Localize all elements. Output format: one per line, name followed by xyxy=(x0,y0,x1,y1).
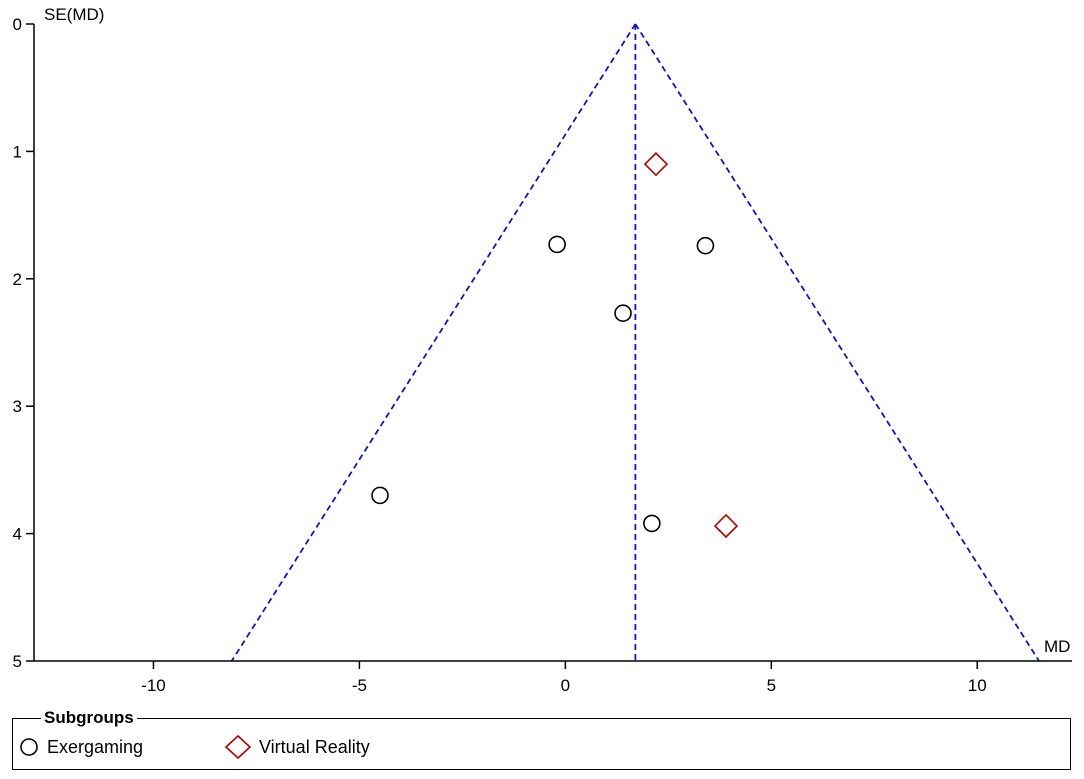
x-tick-label: -5 xyxy=(352,676,367,695)
diamond-marker-icon xyxy=(224,734,252,760)
legend-label-exergaming: Exergaming xyxy=(47,736,144,757)
point-exergaming xyxy=(696,236,715,255)
y-axis-title: SE(MD) xyxy=(44,5,104,24)
x-tick-label: -10 xyxy=(141,676,166,695)
point-exergaming xyxy=(371,486,389,505)
funnel-right-limit xyxy=(634,23,1040,662)
x-tick-label: 0 xyxy=(561,676,570,695)
legend: Subgroups Exergaming Virtual Reality xyxy=(12,708,1071,770)
x-tick-label: 10 xyxy=(968,676,987,695)
funnel-left-limit xyxy=(230,23,637,662)
y-tick-label: 4 xyxy=(13,525,22,544)
legend-label-virtual-reality: Virtual Reality xyxy=(259,736,370,757)
point-virtual-reality xyxy=(713,513,739,539)
x-tick-label: 5 xyxy=(767,676,776,695)
y-tick-label: 3 xyxy=(13,397,22,416)
point-virtual-reality xyxy=(643,152,669,177)
legend-title: Subgroups xyxy=(41,708,137,728)
legend-item-exergaming: Exergaming xyxy=(17,736,143,758)
point-exergaming xyxy=(614,304,632,322)
funnel-plot: 0 1 2 3 4 5 -10 -5 0 5 10 SE(MD) MD xyxy=(13,5,1072,695)
x-axis-title: MD xyxy=(1044,637,1070,656)
axes: 0 1 2 3 4 5 -10 -5 0 5 10 xyxy=(13,15,1072,695)
y-tick-label: 1 xyxy=(13,142,22,161)
y-tick-label: 5 xyxy=(13,652,22,671)
point-exergaming xyxy=(548,235,566,254)
legend-item-virtual-reality: Virtual Reality xyxy=(223,734,370,760)
point-exergaming xyxy=(643,514,661,533)
circle-marker-icon xyxy=(20,738,38,756)
y-tick-label: 0 xyxy=(13,15,22,34)
data-points xyxy=(371,152,739,539)
y-tick-label: 2 xyxy=(13,270,22,289)
funnel-lines xyxy=(230,23,1040,662)
